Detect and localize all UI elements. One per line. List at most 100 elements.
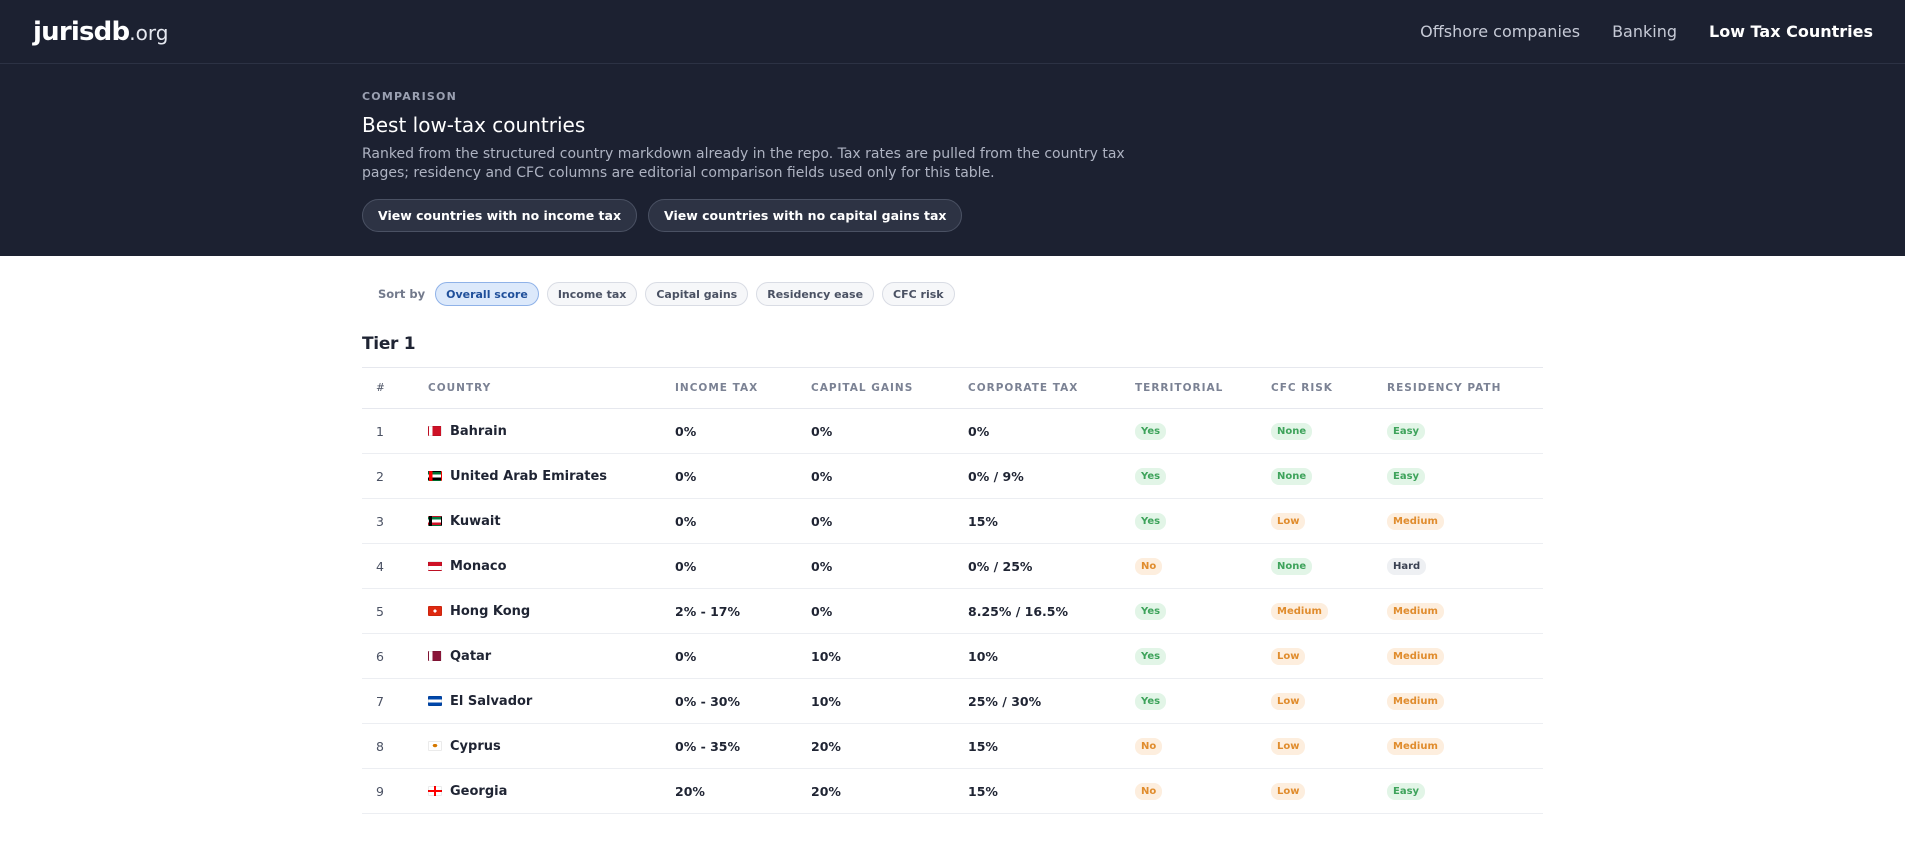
table-row[interactable]: 2 United Arab Emirates 0% 0% 0% / 9% Yes None E… [362, 454, 1543, 499]
rank-cell: 8 [376, 738, 384, 754]
sort-label: Sort by [378, 287, 426, 301]
capital-gains-cell: 0% [811, 513, 833, 529]
country-name-link[interactable]: Monaco [450, 558, 507, 574]
rank-cell: 9 [376, 783, 384, 799]
nav-link-low-tax-countries[interactable]: Low Tax Countries [1709, 22, 1873, 41]
qatar-flag-icon [428, 651, 442, 661]
territorial-badge: Yes [1135, 603, 1167, 620]
column-header-income-tax: INCOME TAX [675, 382, 759, 394]
residency-path-badge: Easy [1387, 423, 1426, 440]
table-row[interactable]: 3 Kuwait 0% 0% 15% Yes Low Medium [362, 499, 1543, 544]
income-tax-cell: 0% - 30% [675, 693, 741, 709]
residency-path-badge: Medium [1387, 738, 1444, 755]
table-row[interactable]: 6 Qatar 0% 10% 10% Yes Low Medium [362, 634, 1543, 679]
country-cell: El Salvador [428, 679, 675, 724]
capital-gains-cell: 0% [811, 558, 833, 574]
sort-residency-ease-chip[interactable]: Residency ease [756, 282, 875, 306]
sort-capital-gains-chip[interactable]: Capital gains [645, 282, 749, 306]
country-name-link[interactable]: Kuwait [450, 513, 501, 529]
tier-title: Tier 1 [362, 334, 416, 354]
rank-cell: 5 [376, 603, 384, 619]
country-name-link[interactable]: Bahrain [450, 423, 507, 439]
hero-eyebrow: COMPARISON [362, 90, 457, 103]
cfc-risk-badge: None [1271, 558, 1313, 575]
capital-gains-cell: 20% [811, 783, 841, 799]
country-cell: Qatar [428, 634, 675, 679]
cfc-risk-cell: Low [1271, 499, 1387, 544]
territorial-cell: Yes [1135, 679, 1271, 724]
residency-path-badge: Medium [1387, 648, 1444, 665]
corporate-tax-cell: 0% [968, 423, 990, 439]
residency-path-cell: Easy [1387, 409, 1543, 454]
column-header-territorial: TERRITORIAL [1135, 382, 1224, 394]
country-cell: Hong Kong [428, 589, 675, 634]
nav-link-banking[interactable]: Banking [1612, 22, 1677, 41]
capital-gains-cell: 10% [811, 648, 841, 664]
corporate-tax-cell: 0% / 25% [968, 558, 1033, 574]
territorial-badge: Yes [1135, 468, 1167, 485]
cfc-risk-badge: Low [1271, 513, 1306, 530]
table-row[interactable]: 9 Georgia 20% 20% 15% No Low Easy [362, 769, 1543, 814]
sort-cfc-risk-chip[interactable]: CFC risk [882, 282, 955, 306]
territorial-cell: Yes [1135, 499, 1271, 544]
table-row[interactable]: 4 Monaco 0% 0% 0% / 25% No None Hard [362, 544, 1543, 589]
nav-link-offshore-companies[interactable]: Offshore companies [1420, 22, 1581, 41]
table-row[interactable]: 1 Bahrain 0% 0% 0% Yes None Easy [362, 409, 1543, 454]
territorial-badge: Yes [1135, 513, 1167, 530]
rank-cell: 3 [376, 513, 384, 529]
bahrain-flag-icon [428, 426, 442, 436]
sort-income-tax-chip[interactable]: Income tax [546, 282, 638, 306]
income-tax-cell: 0% [675, 423, 697, 439]
table-row[interactable]: 7 El Salvador 0% - 30% 10% 25% / 30% Yes Low Me… [362, 679, 1543, 724]
rank-cell: 2 [376, 468, 384, 484]
territorial-badge: Yes [1135, 693, 1167, 710]
territorial-badge: No [1135, 558, 1163, 575]
column-header-capital-gains: CAPITAL GAINS [811, 382, 914, 394]
cfc-risk-cell: Low [1271, 724, 1387, 769]
territorial-badge: No [1135, 783, 1163, 800]
corporate-tax-cell: 10% [968, 648, 998, 664]
country-cell: Bahrain [428, 409, 675, 454]
country-name-link[interactable]: Georgia [450, 783, 508, 799]
income-tax-cell: 20% [675, 783, 705, 799]
residency-path-cell: Easy [1387, 454, 1543, 499]
no-income-tax-button[interactable]: View countries with no income tax [362, 199, 638, 232]
country-cell: Georgia [428, 769, 675, 814]
country-name-link[interactable]: El Salvador [450, 693, 533, 709]
territorial-cell: Yes [1135, 589, 1271, 634]
country-cell: United Arab Emirates [428, 454, 675, 499]
cfc-risk-badge: Low [1271, 648, 1306, 665]
logo-name: jurisdb [33, 16, 130, 47]
cfc-risk-badge: None [1271, 423, 1313, 440]
table-row[interactable]: 8 Cyprus 0% - 35% 20% 15% No Low Medium [362, 724, 1543, 769]
residency-path-badge: Easy [1387, 468, 1426, 485]
country-name-link[interactable]: Hong Kong [450, 603, 531, 619]
no-capital-gains-tax-button[interactable]: View countries with no capital gains tax [648, 199, 963, 232]
residency-path-badge: Medium [1387, 693, 1444, 710]
site-logo[interactable]: jurisdb.org [33, 17, 168, 47]
residency-path-badge: Hard [1387, 558, 1427, 575]
hero-description: Ranked from the structured country markd… [362, 146, 1125, 181]
cfc-risk-badge: None [1271, 468, 1313, 485]
corporate-tax-cell: 0% / 9% [968, 468, 1024, 484]
capital-gains-cell: 10% [811, 693, 841, 709]
country-name-link[interactable]: United Arab Emirates [450, 468, 608, 484]
column-header-corporate-tax: CORPORATE TAX [968, 382, 1079, 394]
cfc-risk-cell: Low [1271, 769, 1387, 814]
corporate-tax-cell: 15% [968, 738, 998, 754]
income-tax-cell: 0% [675, 558, 697, 574]
country-cell: Monaco [428, 544, 675, 589]
cfc-risk-cell: Medium [1271, 589, 1387, 634]
residency-path-cell: Medium [1387, 499, 1543, 544]
table-row[interactable]: 5 Hong Kong 2% - 17% 0% 8.25% / 16.5% Yes Medi… [362, 589, 1543, 634]
cfc-risk-badge: Low [1271, 783, 1306, 800]
country-name-link[interactable]: Cyprus [450, 738, 501, 754]
column-header-rank: # [376, 382, 386, 394]
rank-cell: 6 [376, 648, 384, 664]
territorial-cell: Yes [1135, 409, 1271, 454]
column-header-country: COUNTRY [428, 382, 492, 394]
sort-overall-score-chip[interactable]: Overall score [435, 282, 539, 306]
income-tax-cell: 2% - 17% [675, 603, 741, 619]
uae-flag-icon [428, 471, 442, 481]
country-name-link[interactable]: Qatar [450, 648, 492, 664]
